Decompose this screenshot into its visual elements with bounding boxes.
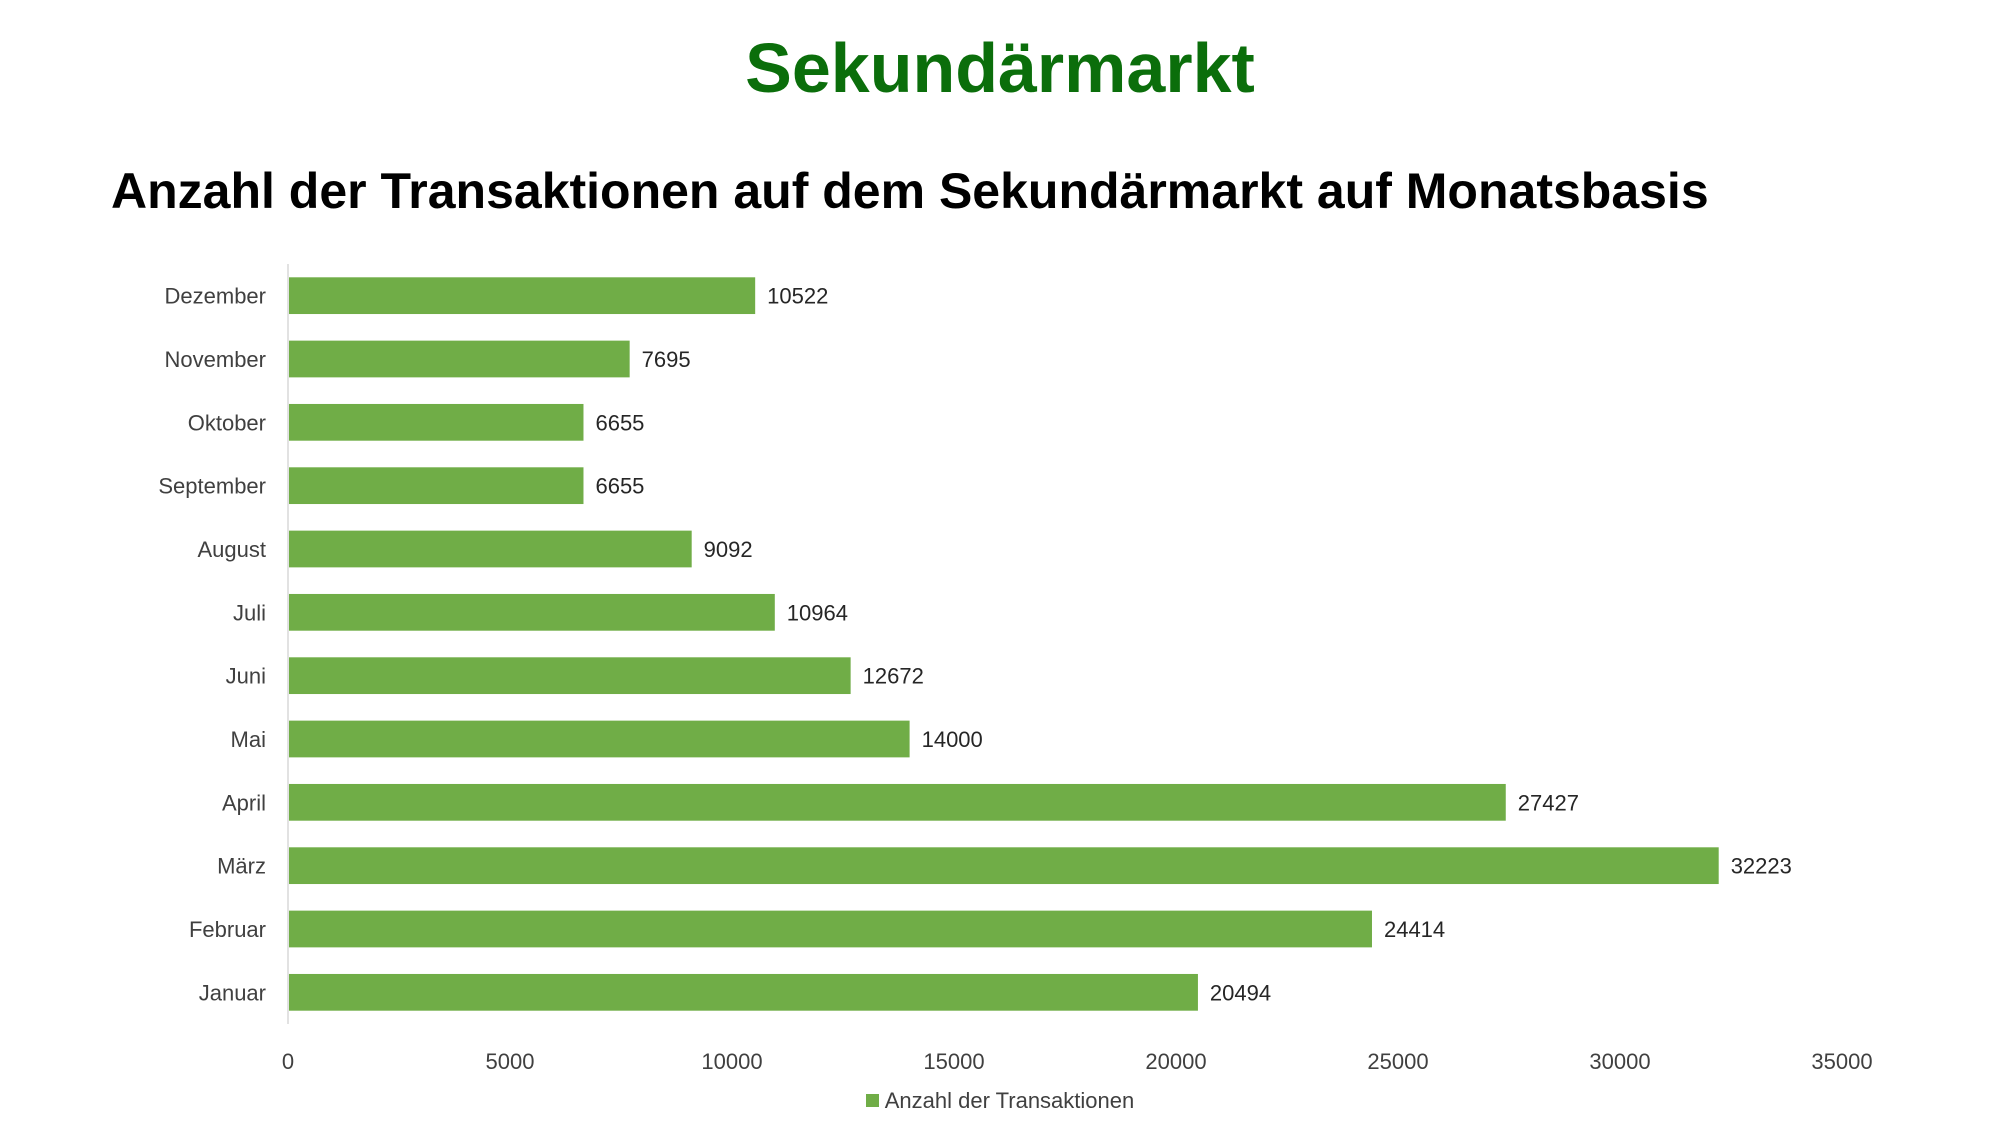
- data-label: 27427: [1518, 790, 1579, 815]
- x-tick-label: 30000: [1589, 1049, 1650, 1074]
- chart-title: Anzahl der Transaktionen auf dem Sekundä…: [111, 163, 1709, 219]
- data-label: 20494: [1210, 980, 1271, 1005]
- category-label: März: [217, 854, 266, 879]
- data-label: 10964: [787, 600, 848, 625]
- category-label: Februar: [189, 917, 266, 942]
- category-label: September: [158, 474, 266, 499]
- x-tick-label: 0: [282, 1049, 294, 1074]
- data-label: 24414: [1384, 917, 1445, 942]
- bar-juni: [289, 657, 851, 695]
- page-title: Sekundärmarkt: [745, 29, 1255, 107]
- data-label: 9092: [704, 537, 753, 562]
- bar-chart: Januar 20494 Februar 24414 März 32223 April 274…: [158, 264, 1873, 1074]
- bar-mai: [289, 720, 910, 758]
- bar-oktober: [289, 403, 584, 441]
- bar-november: [289, 340, 630, 378]
- category-label: Dezember: [165, 284, 266, 309]
- category-label: Juni: [226, 664, 266, 689]
- category-label: Januar: [199, 980, 266, 1005]
- x-tick-label: 35000: [1811, 1049, 1872, 1074]
- data-label: 10522: [767, 284, 828, 309]
- data-label: 7695: [642, 347, 691, 372]
- bar-januar: [289, 973, 1198, 1011]
- data-label: 12672: [863, 664, 924, 689]
- category-label: April: [222, 790, 266, 815]
- bar-april: [289, 783, 1506, 821]
- data-label: 14000: [922, 727, 983, 752]
- data-label: 32223: [1731, 854, 1792, 879]
- x-tick-label: 10000: [701, 1049, 762, 1074]
- x-tick-label: 25000: [1367, 1049, 1428, 1074]
- category-label: August: [198, 537, 267, 562]
- category-label: Oktober: [188, 410, 266, 435]
- bar-juli: [289, 593, 775, 631]
- bar-dezember: [289, 277, 756, 315]
- legend: Anzahl der Transaktionen: [0, 1088, 2000, 1114]
- x-tick-label: 5000: [486, 1049, 535, 1074]
- legend-swatch: [865, 1093, 879, 1107]
- bar-märz: [289, 847, 1719, 885]
- bar-februar: [289, 910, 1372, 948]
- category-label: Mai: [231, 727, 266, 752]
- data-label: 6655: [595, 410, 644, 435]
- data-label: 6655: [595, 474, 644, 499]
- legend-label: Anzahl der Transaktionen: [884, 1088, 1135, 1113]
- x-tick-label: 15000: [923, 1049, 984, 1074]
- bar-august: [289, 530, 692, 568]
- x-tick-label: 20000: [1145, 1049, 1206, 1074]
- category-label: Juli: [233, 600, 266, 625]
- bar-september: [289, 467, 584, 505]
- category-label: November: [165, 347, 266, 372]
